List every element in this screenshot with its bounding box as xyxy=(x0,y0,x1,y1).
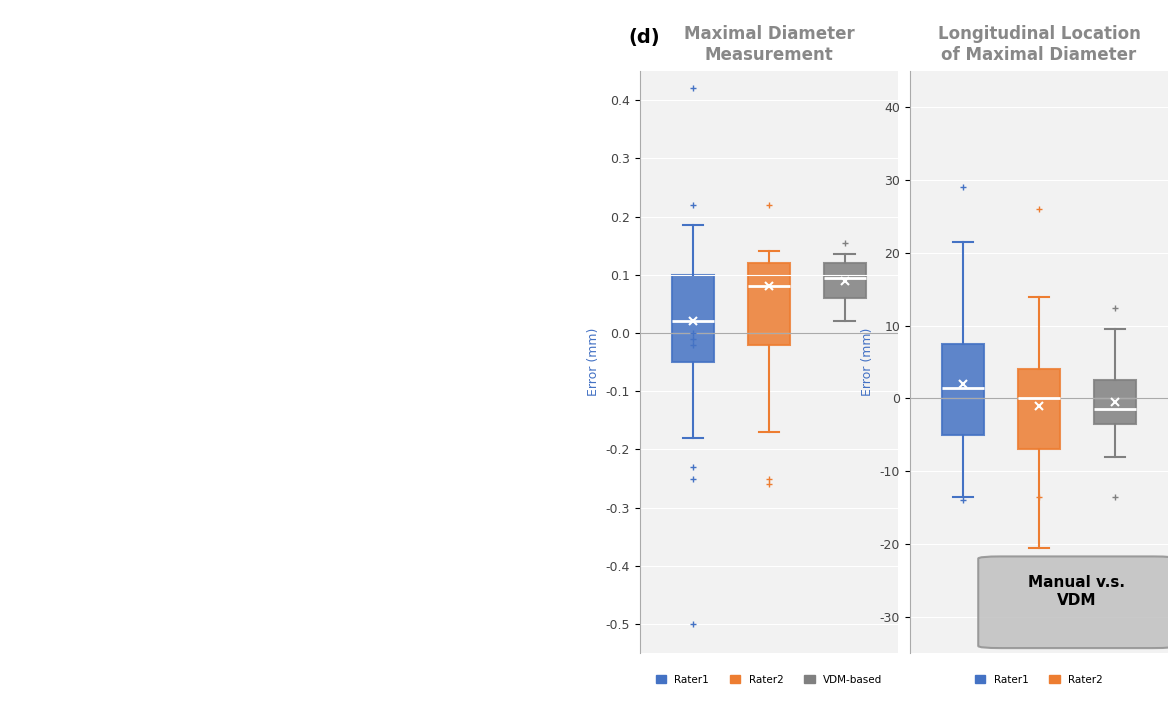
Bar xyxy=(672,275,714,362)
Y-axis label: Error (mm): Error (mm) xyxy=(587,328,600,396)
Bar xyxy=(748,263,790,344)
Bar xyxy=(942,344,984,435)
Title: Longitudinal Location
of Maximal Diameter: Longitudinal Location of Maximal Diamete… xyxy=(938,25,1140,64)
Legend: Rater1, Rater2, VDM-based: Rater1, Rater2, VDM-based xyxy=(652,670,886,689)
Y-axis label: Error (mm): Error (mm) xyxy=(862,328,875,396)
Bar xyxy=(1094,381,1135,424)
Bar xyxy=(824,263,866,298)
Legend: Rater1, Rater2: Rater1, Rater2 xyxy=(971,670,1107,689)
Title: Maximal Diameter
Measurement: Maximal Diameter Measurement xyxy=(683,25,855,64)
FancyBboxPatch shape xyxy=(978,557,1174,648)
Text: Manual v.s.
VDM: Manual v.s. VDM xyxy=(1028,575,1126,608)
Bar xyxy=(1018,369,1060,449)
Text: (d): (d) xyxy=(628,28,660,48)
